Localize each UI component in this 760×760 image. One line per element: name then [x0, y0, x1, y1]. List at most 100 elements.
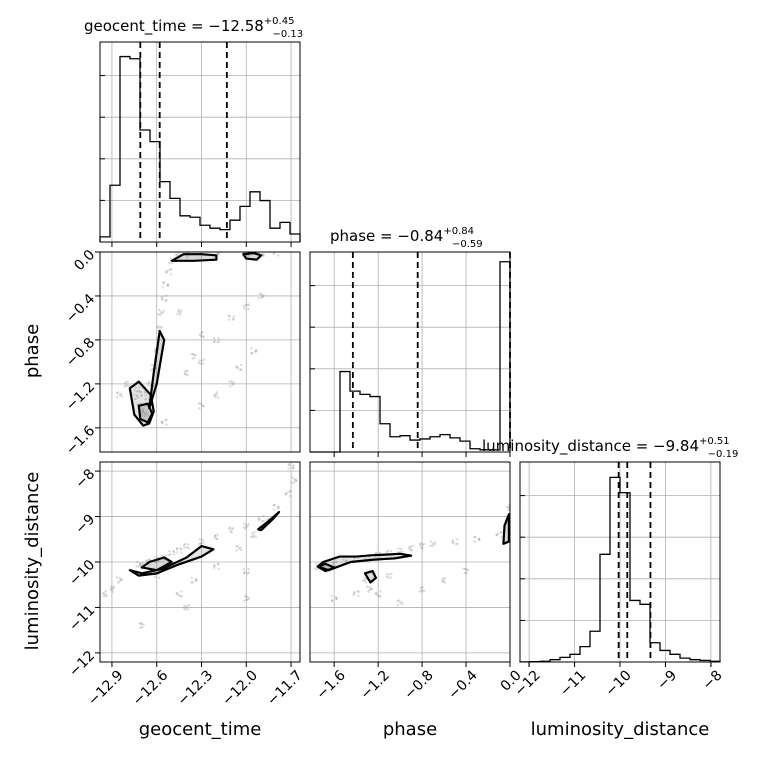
sample-point — [187, 543, 190, 546]
sample-point — [193, 356, 196, 360]
sample-point — [136, 394, 139, 398]
panel-content — [101, 463, 298, 629]
sample-point — [164, 270, 168, 274]
sample-point — [198, 407, 201, 410]
sample-point — [433, 543, 436, 546]
sample-point — [190, 576, 193, 580]
sample-point — [201, 334, 205, 338]
sample-point — [200, 332, 203, 335]
sample-point — [451, 539, 454, 542]
sample-point — [466, 568, 470, 572]
contour-line — [137, 402, 154, 424]
sample-point — [228, 385, 232, 388]
sample-point — [295, 479, 298, 483]
sample-point — [331, 599, 334, 602]
sample-point — [161, 554, 164, 558]
sample-point — [138, 563, 141, 566]
sample-point — [478, 537, 481, 541]
sample-point — [379, 595, 382, 598]
sample-point — [156, 325, 159, 329]
sample-point — [176, 591, 179, 595]
sample-point — [213, 563, 216, 567]
sample-point — [217, 252, 221, 255]
sample-point — [214, 396, 217, 399]
sample-point — [200, 403, 203, 407]
sample-point — [217, 336, 220, 340]
sample-point — [179, 309, 183, 312]
sample-point — [290, 481, 293, 484]
sample-point — [190, 581, 193, 584]
sample-point — [422, 589, 426, 593]
sample-point — [117, 391, 120, 394]
sample-point — [273, 504, 276, 507]
sample-point — [335, 597, 338, 601]
sample-point — [118, 393, 121, 397]
sample-point — [293, 478, 296, 481]
contour-line — [257, 510, 281, 532]
sample-point — [251, 532, 254, 535]
sample-point — [334, 560, 338, 564]
sample-point — [119, 578, 123, 582]
sample-point — [385, 550, 388, 554]
sample-point — [330, 599, 333, 603]
sample-point — [397, 547, 400, 550]
ylabel-luminosity-distance: luminosity_distance — [22, 472, 43, 651]
sample-point — [195, 579, 198, 582]
sample-point — [212, 340, 216, 344]
sample-point — [247, 303, 250, 306]
sample-point — [247, 596, 250, 600]
sample-point — [442, 577, 445, 580]
contour-line — [316, 562, 336, 573]
sample-point — [125, 383, 129, 386]
sample-point — [140, 622, 144, 626]
sample-point — [172, 549, 175, 553]
sample-point — [166, 269, 169, 272]
sample-point — [287, 467, 290, 470]
sample-point — [500, 536, 503, 539]
sample-point — [247, 571, 250, 574]
title-geocent-time: geocent_time = −12.58+0.45 −0.13 — [84, 16, 303, 40]
sample-point — [202, 405, 206, 408]
hist-panel-phase — [309, 251, 511, 457]
sample-point — [166, 283, 170, 286]
panel-frame — [309, 461, 511, 663]
contour-line — [242, 252, 263, 261]
sample-point — [379, 590, 382, 593]
sample-point — [142, 411, 146, 415]
sample-point — [137, 389, 140, 393]
sample-point — [495, 533, 498, 537]
sample-point — [142, 623, 145, 626]
sample-point — [138, 386, 141, 389]
sample-point — [202, 541, 205, 544]
sample-point — [175, 547, 179, 550]
sample-point — [201, 362, 205, 365]
sample-point — [375, 591, 378, 595]
sample-point — [216, 562, 219, 566]
sample-point — [101, 592, 105, 595]
sample-point — [331, 562, 335, 565]
sample-point — [441, 580, 444, 583]
contour-line — [363, 569, 378, 584]
sample-point — [160, 420, 164, 423]
sample-point — [190, 352, 193, 356]
sample-point — [254, 350, 257, 354]
sample-point — [374, 555, 377, 559]
sample-point — [240, 368, 243, 371]
sample-point — [292, 463, 295, 467]
sample-point — [335, 595, 338, 599]
sample-point — [135, 394, 138, 397]
sample-point — [177, 252, 180, 255]
sample-point — [431, 545, 434, 548]
sample-point — [258, 292, 262, 296]
sample-point — [260, 520, 264, 523]
title-phase: phase = −0.84+0.84 −0.59 — [330, 226, 483, 250]
sample-point — [111, 590, 114, 593]
sample-point — [387, 576, 390, 579]
sample-point — [179, 547, 182, 550]
sample-point — [254, 535, 257, 538]
sample-point — [139, 402, 142, 405]
sample-point — [244, 303, 247, 307]
sample-point — [364, 581, 367, 584]
sample-point — [288, 464, 291, 467]
sample-point — [291, 466, 295, 469]
